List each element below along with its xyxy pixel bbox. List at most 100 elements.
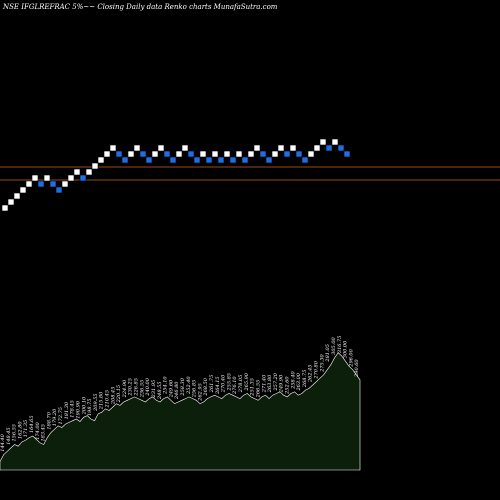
value-label: 178.45 <box>70 400 76 418</box>
value-label: 262.45 <box>308 365 314 384</box>
renko-brick-up <box>307 150 315 158</box>
value-label: 296.00 <box>348 348 354 367</box>
renko-brick-down <box>145 156 153 164</box>
renko-brick-down <box>55 186 63 194</box>
value-label: 300.00 <box>343 340 349 358</box>
volume-area <box>0 352 361 471</box>
value-label: 246.80 <box>174 381 180 400</box>
renko-brick-up <box>127 150 135 158</box>
renko-brick-up <box>91 162 99 170</box>
value-label: 162.80 <box>17 421 23 439</box>
renko-brick-up <box>181 144 189 152</box>
value-label: 220.15 <box>116 385 122 404</box>
renko-bricks <box>1 138 351 212</box>
renko-brick-up <box>97 156 105 164</box>
renko-brick-up <box>19 186 27 194</box>
value-label: 248.55 <box>157 382 163 401</box>
renko-brick-up <box>61 180 69 188</box>
renko-brick-down <box>139 150 147 158</box>
value-label: 208.45 <box>110 387 116 406</box>
chart-title: NSE IFGLREFRAC 5%~~ Closing Daily data R… <box>2 3 278 11</box>
value-label: 264.15 <box>215 376 221 395</box>
renko-brick-up <box>313 144 321 152</box>
value-label: 268.75 <box>302 370 308 389</box>
renko-brick-up <box>223 150 231 158</box>
value-label: 276.10 <box>232 376 238 395</box>
value-label: 224.90 <box>122 379 128 398</box>
renko-brick-up <box>7 198 15 206</box>
value-label: 210.45 <box>105 390 111 409</box>
renko-brick-up <box>319 138 327 146</box>
value-label: 262.95 <box>197 383 203 402</box>
value-label: 190.90 <box>75 400 81 418</box>
value-label: 254.10 <box>163 376 169 395</box>
renko-brick-down <box>121 156 129 164</box>
value-label: 200.10 <box>81 396 87 415</box>
value-label: 179.20 <box>52 408 58 426</box>
value-label: 270.80 <box>314 360 320 379</box>
value-label: 261.75 <box>209 375 215 394</box>
value-labels: 144.40 148.45 156.55 162.80 171.35 164.65 174.… <box>0 336 360 452</box>
value-label: 181.30 <box>64 401 70 419</box>
value-label: 148.45 <box>6 427 12 445</box>
renko-brick-up <box>235 150 243 158</box>
value-label: 316.75 <box>337 336 343 354</box>
value-label: 144.40 <box>0 433 6 451</box>
renko-brick-up <box>25 180 33 188</box>
renko-brick-up <box>43 174 51 182</box>
renko-brick-down <box>343 150 351 158</box>
renko-brick-down <box>217 156 225 164</box>
renko-brick-up <box>253 144 261 152</box>
renko-brick-down <box>229 156 237 164</box>
renko-brick-down <box>325 144 333 152</box>
renko-brick-up <box>85 168 93 176</box>
renko-brick-down <box>295 150 303 158</box>
renko-brick-down <box>37 180 45 188</box>
value-label: 172.75 <box>58 407 64 425</box>
value-label: 230.25 <box>128 378 134 397</box>
renko-brick-up <box>67 174 75 182</box>
value-label: 275.30 <box>319 353 325 372</box>
renko-brick-up <box>13 192 21 200</box>
renko-brick-down <box>283 150 291 158</box>
renko-brick-down <box>49 180 57 188</box>
value-label: 265.90 <box>244 372 250 391</box>
value-label: 268.50 <box>203 377 209 396</box>
renko-brick-up <box>331 138 339 146</box>
renko-brick-up <box>109 144 117 152</box>
value-label: 188.70 <box>46 411 52 429</box>
value-label: 263.80 <box>267 374 273 393</box>
renko-brick-down <box>337 144 345 152</box>
renko-brick-up <box>31 174 39 182</box>
value-label: 290.60 <box>354 359 360 378</box>
renko-brick-down <box>169 156 177 164</box>
renko-brick-up <box>73 168 81 176</box>
value-label: 249.60 <box>168 379 174 398</box>
renko-brick-down <box>193 156 201 164</box>
renko-brick-up <box>151 150 159 158</box>
value-label: 174.00 <box>35 421 41 439</box>
value-label: 240.00 <box>145 377 151 396</box>
value-label: 209.55 <box>93 393 99 412</box>
renko-brick-up <box>103 150 111 158</box>
value-label: 164.65 <box>29 416 35 434</box>
value-label: 305.00 <box>331 336 337 354</box>
value-label: 281.05 <box>325 344 331 363</box>
value-label: 215.80 <box>99 391 105 410</box>
value-label: 252.60 <box>285 376 291 395</box>
value-label: 171.35 <box>23 420 29 438</box>
value-label: 183.45 <box>41 424 47 442</box>
renko-brick-down <box>187 150 195 158</box>
renko-brick-down <box>79 174 87 182</box>
renko-brick-up <box>211 150 219 158</box>
value-label: 249.90 <box>279 374 285 393</box>
renko-brick-down <box>259 150 267 158</box>
renko-brick-down <box>241 156 249 164</box>
value-label: 198.75 <box>87 399 93 417</box>
value-label: 258.30 <box>180 377 186 396</box>
value-label: 258.40 <box>290 370 296 389</box>
value-label: 255.85 <box>226 373 232 392</box>
renko-brick-up <box>157 144 165 152</box>
renko-brick-up <box>199 150 207 158</box>
